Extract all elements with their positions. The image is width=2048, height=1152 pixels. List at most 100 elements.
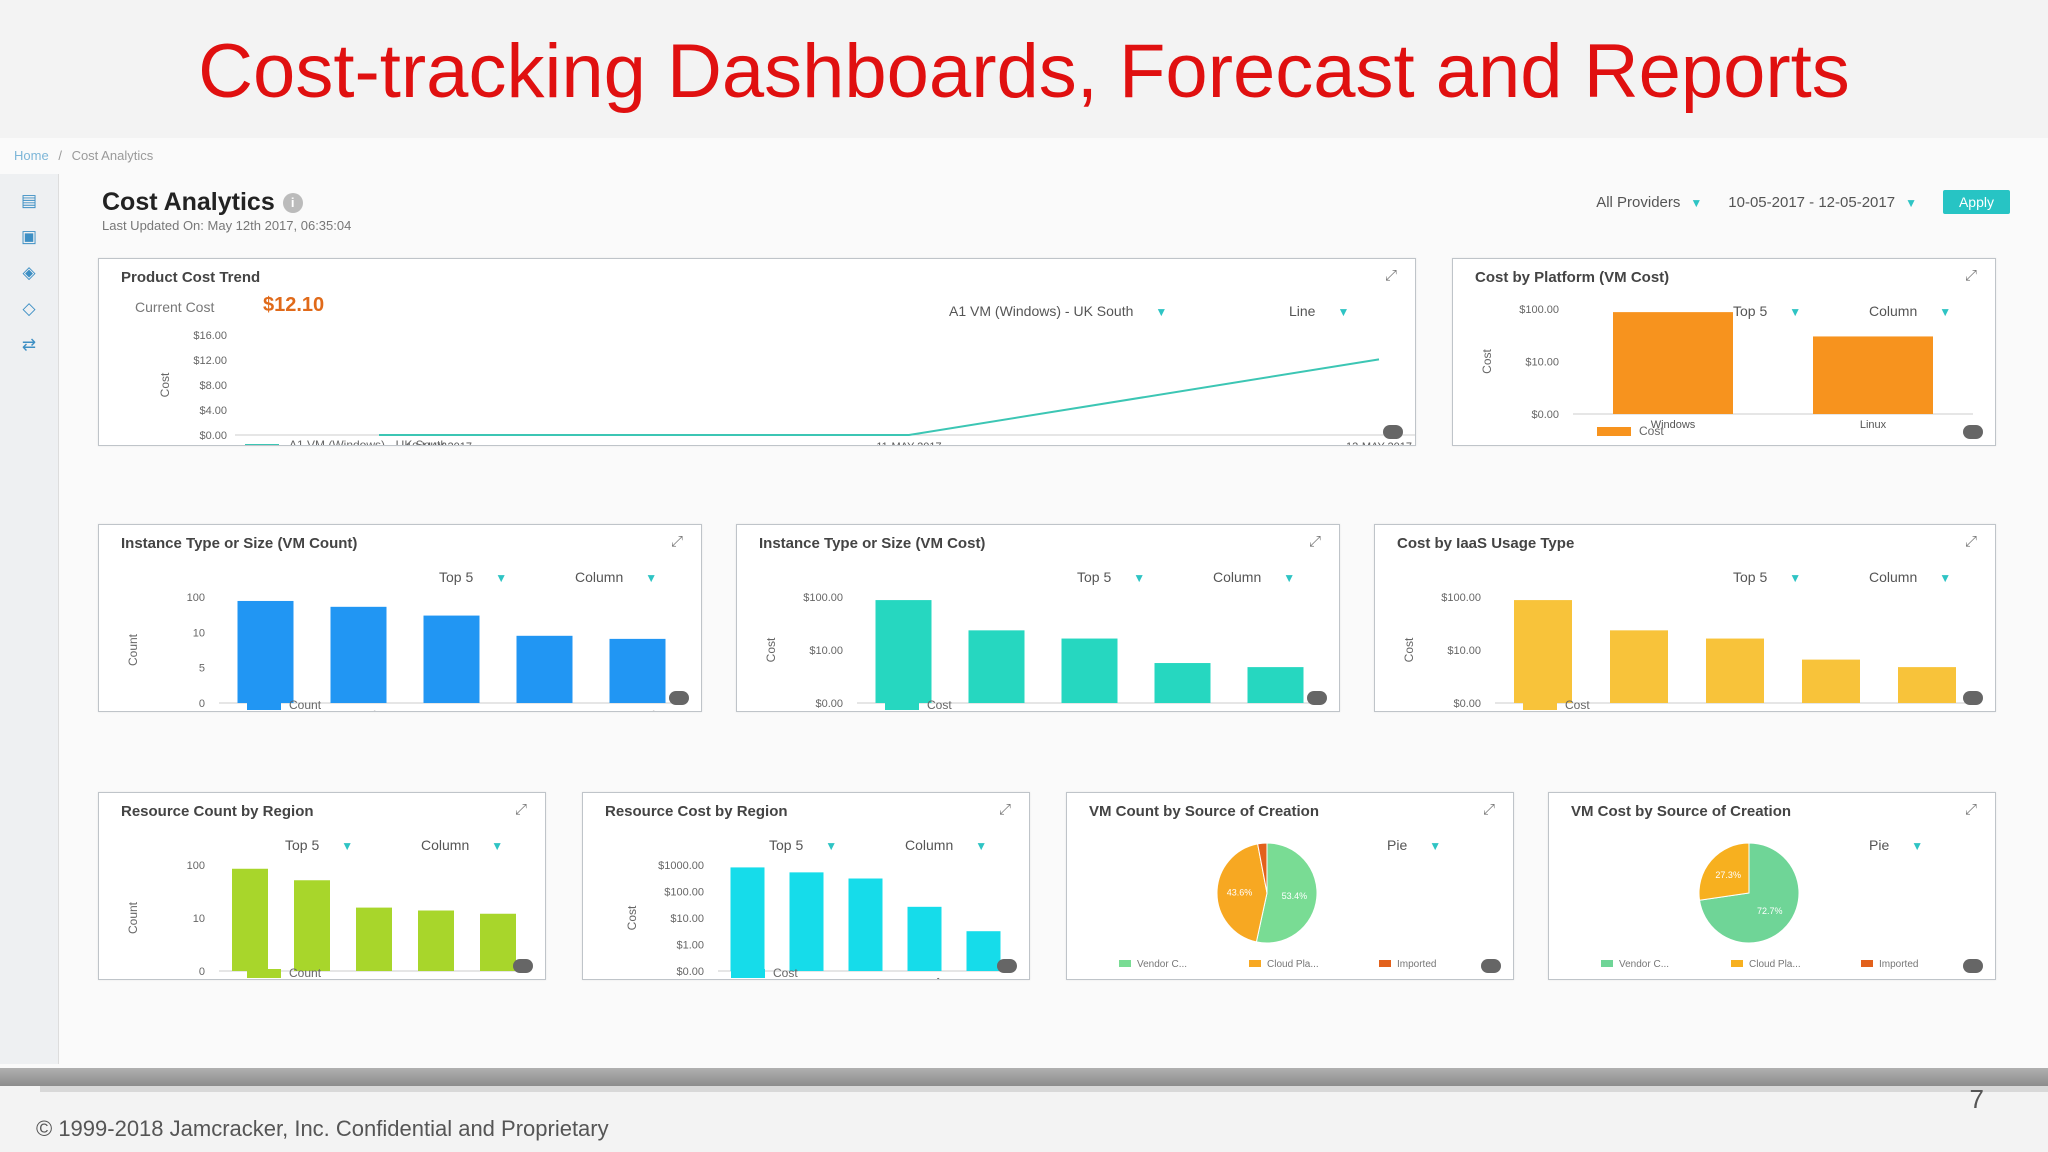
info-icon[interactable] <box>1963 425 1983 439</box>
bar <box>968 630 1025 703</box>
y-axis-label: Count <box>126 901 140 934</box>
bar-chart: $1000.00$100.00$10.00$1.00$0.00CostRegio… <box>625 860 1013 979</box>
x-tick-label: Standard_F1 VM... <box>1024 707 1111 711</box>
y-tick-label: $100.00 <box>803 592 843 604</box>
bar <box>418 910 454 971</box>
chart-type-select[interactable]: Pie ▼ <box>1387 837 1442 853</box>
date-range-select[interactable]: 10-05-2017 - 12-05-2017 ▼ <box>1728 193 1917 211</box>
legend-label: Cloud Pla... <box>1267 959 1319 970</box>
chart-type-select[interactable]: Column ▼ <box>1869 569 1952 585</box>
apply-button[interactable]: Apply <box>1942 190 2010 214</box>
chevron-down-icon: ▼ <box>1429 839 1442 853</box>
info-icon[interactable] <box>1307 691 1327 705</box>
bar <box>423 615 480 703</box>
chart-type-select[interactable]: Line ▼ <box>1289 303 1350 319</box>
legend-swatch <box>1601 960 1613 967</box>
y-tick-label: $0.00 <box>1453 698 1481 710</box>
current-cost-label: Current Cost <box>135 299 215 315</box>
x-tick-label: 1 x 2.0 GHz Core... <box>1208 707 1297 711</box>
y-tick-label: $16.00 <box>193 330 227 342</box>
top-n-select[interactable]: Top 5 ▼ <box>285 837 354 853</box>
legend-label: Imported <box>1397 959 1436 970</box>
page-title: Cost Analytics <box>102 188 275 216</box>
legend-label: Vendor C... <box>1619 959 1669 970</box>
expand-icon[interactable]: ⤢ <box>1384 267 1397 284</box>
last-updated: Last Updated On: May 12th 2017, 06:35:04 <box>102 218 352 233</box>
pie-slice <box>1698 842 1750 901</box>
page-title-wrap: Cost Analytics i <box>102 188 303 217</box>
expand-icon[interactable]: ⤢ <box>1964 533 1977 550</box>
product-select[interactable]: A1 VM (Windows) - UK South ▼ <box>949 303 1168 319</box>
slice-label: 53.4% <box>1282 891 1308 901</box>
chart-type-select[interactable]: Column ▼ <box>421 837 504 853</box>
y-tick-label: 100 <box>187 860 205 872</box>
exchange-icon[interactable]: ⇄ <box>21 335 37 354</box>
expand-icon[interactable]: ⤢ <box>670 533 683 550</box>
y-axis-label: Cost <box>764 637 778 662</box>
top-n-select[interactable]: Top 5 ▼ <box>439 569 508 585</box>
chevron-down-icon: ▼ <box>1905 195 1917 210</box>
top-n-select[interactable]: Top 5 ▼ <box>1077 569 1146 585</box>
chevron-down-icon: ▼ <box>495 571 508 585</box>
expand-icon[interactable]: ⤢ <box>1964 801 1977 818</box>
info-icon[interactable] <box>1963 959 1983 973</box>
chart-type-select[interactable]: Pie ▼ <box>1869 837 1924 853</box>
y-axis-label: Count <box>126 633 140 666</box>
bar <box>1813 336 1933 414</box>
info-icon[interactable] <box>1963 691 1983 705</box>
y-tick-label: 0 <box>199 698 205 710</box>
chart-type-select[interactable]: Column ▼ <box>575 569 658 585</box>
pie-chart: 72.7% 27.3% Vendor C... Cloud Pla... Importe… <box>1601 842 1918 970</box>
chart-type-select[interactable]: Column ▼ <box>1213 569 1296 585</box>
series-line <box>379 358 1380 436</box>
bar <box>232 868 268 971</box>
bar <box>966 931 1001 971</box>
info-icon[interactable] <box>1383 425 1403 439</box>
y-tick-label: 100 <box>187 592 205 604</box>
y-axis-label: Cost <box>1480 349 1494 374</box>
info-icon[interactable]: i <box>282 193 303 214</box>
legend-swatch <box>1731 960 1743 967</box>
panel-title: Resource Cost by Region <box>605 803 788 820</box>
legend-swatch <box>1119 960 1131 967</box>
bar <box>237 600 294 703</box>
panel-title: Resource Count by Region <box>121 803 314 820</box>
info-icon[interactable] <box>997 959 1017 973</box>
expand-icon[interactable]: ⤢ <box>998 801 1011 818</box>
chart-type-select[interactable]: Column ▼ <box>905 837 988 853</box>
report-icon[interactable]: ▣ <box>20 227 38 246</box>
y-tick-label: $0.00 <box>815 698 843 710</box>
expand-icon[interactable]: ⤢ <box>1308 533 1321 550</box>
chevron-down-icon: ▼ <box>491 839 504 853</box>
top-n-select[interactable]: Top 5 ▼ <box>769 837 838 853</box>
pie-slice <box>1216 843 1268 943</box>
breadcrumb-home[interactable]: Home <box>14 148 49 163</box>
expand-icon[interactable]: ⤢ <box>1964 267 1977 284</box>
instance-count-panel: Instance Type or Size (VM Count) ⤢ Top 5… <box>98 524 702 712</box>
chart-type-select[interactable]: Column ▼ <box>1869 303 1952 319</box>
x-tick-label: Storage/Locally... <box>1868 707 1948 711</box>
layers-icon[interactable]: ◈ <box>22 263 36 282</box>
bar <box>356 907 392 971</box>
y-tick-label: $0.00 <box>199 430 227 442</box>
pie-slice <box>1257 842 1268 894</box>
legend-label: Cost <box>773 966 798 979</box>
bar <box>1706 638 1764 703</box>
product-cost-trend-panel: Product Cost Trend ⤢ Current Cost $12.10… <box>98 258 1416 446</box>
provider-select[interactable]: All Providers ▼ <box>1596 193 1703 211</box>
slice-label: 27.3% <box>1715 870 1741 880</box>
side-rail: ▤ ▣ ◈ ◇ ⇄ <box>0 174 59 1064</box>
top-n-select[interactable]: Top 5 ▼ <box>1733 303 1802 319</box>
top-n-select[interactable]: Top 5 ▼ <box>1733 569 1802 585</box>
panel-title: VM Count by Source of Creation <box>1089 803 1320 820</box>
chevron-down-icon: ▼ <box>1939 305 1952 319</box>
dashboard-icon[interactable]: ▤ <box>20 191 38 210</box>
expand-icon[interactable]: ⤢ <box>1482 801 1495 818</box>
info-icon[interactable] <box>669 691 689 705</box>
expand-icon[interactable]: ⤢ <box>514 801 527 818</box>
y-tick-label: 0 <box>199 966 205 978</box>
info-icon[interactable] <box>513 959 533 973</box>
tag-icon[interactable]: ◇ <box>22 299 36 318</box>
x-tick-label: 1 x 2.0 GHz Core... <box>384 707 473 711</box>
info-icon[interactable] <box>1481 959 1501 973</box>
